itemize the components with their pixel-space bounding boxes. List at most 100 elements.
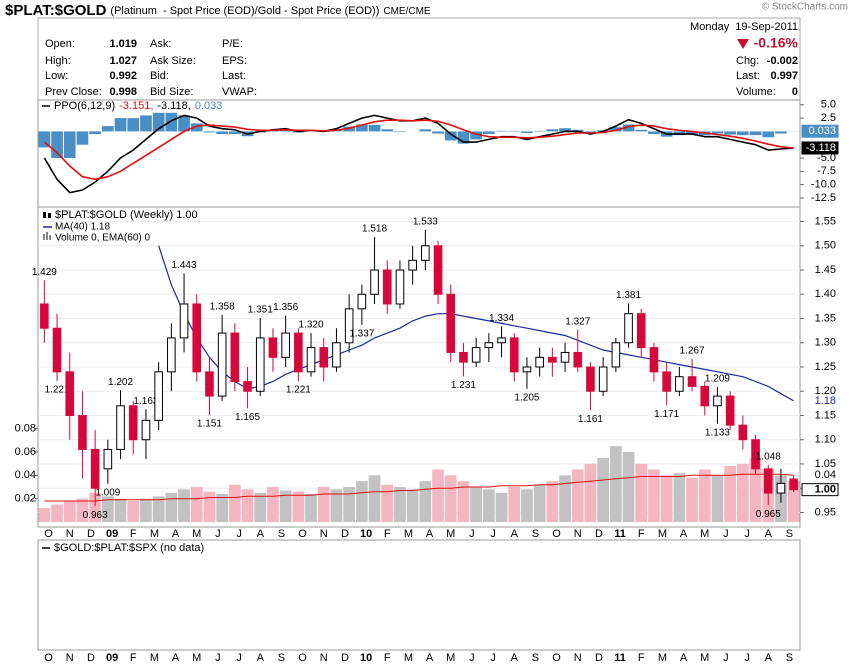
low-label: 1.221 [45, 385, 70, 396]
candle-body [40, 303, 49, 329]
candle-body [497, 337, 506, 344]
volume-bar [114, 498, 127, 522]
candle-body [306, 347, 316, 373]
x-tick-label: F [130, 528, 137, 540]
x-tick-label: F [130, 652, 137, 664]
candle-body [370, 269, 379, 295]
y-tick-label: 1.20 [815, 385, 836, 397]
candle-body [662, 371, 671, 392]
candle-body [294, 332, 303, 373]
y-tick-label: 1.55 [815, 215, 836, 227]
histogram-bar [635, 129, 648, 132]
high-label: 1.209 [705, 374, 730, 385]
histogram-bar [457, 131, 470, 144]
panel-frame [37, 539, 801, 651]
volume-bar [470, 487, 482, 522]
y-tick-label: 0.02 [15, 493, 36, 505]
volume-bar [533, 484, 546, 522]
value-marker-box [801, 141, 839, 155]
field-label: Bid Size: [150, 86, 193, 98]
x-tick-label: A [765, 528, 773, 540]
date-line: Monday 19-Sep-2011 [690, 21, 798, 33]
x-tick-label: M [150, 652, 159, 664]
x-tick-label: 09 [106, 528, 118, 540]
candle-body [459, 351, 468, 363]
legend-value: -3.151, [119, 100, 153, 112]
histogram-bar [737, 131, 749, 136]
histogram-bar [610, 127, 622, 132]
histogram-bar [229, 131, 241, 135]
volume-bar [419, 481, 432, 522]
candle-body [522, 366, 532, 373]
low-label: 1.205 [514, 392, 539, 403]
low-label: 1.221 [286, 385, 311, 396]
field-value: 1.019 [109, 38, 137, 50]
x-tick-label: S [278, 652, 285, 664]
low-label: 0.963 [83, 510, 108, 521]
x-tick-label: D [87, 652, 95, 664]
volume-bar [660, 475, 673, 522]
histogram-bar [165, 112, 178, 132]
high-label: 1.443 [172, 260, 197, 271]
y-tick-label: 2.5 [821, 112, 836, 124]
candle-body [573, 351, 583, 368]
volume-bar [89, 492, 101, 522]
field-label: Ask: [150, 38, 171, 50]
x-tick-label: O [298, 652, 307, 664]
field-label: Last: [222, 70, 246, 82]
candle-body [446, 293, 456, 353]
volume-bar [63, 501, 76, 522]
volume-bar [241, 489, 254, 522]
x-tick-label: N [320, 652, 328, 664]
value-marker: 1.00 [815, 484, 836, 496]
high-label: 1.202 [108, 377, 133, 388]
histogram-bar [51, 131, 63, 159]
y-tick-label: 1.10 [815, 434, 836, 446]
volume-bar [127, 501, 140, 522]
legend: PPO(6,12,9) -3.151, -3.118, 0.033 [54, 100, 222, 112]
field-label: Prev Close: [45, 86, 102, 98]
volume-bar [317, 487, 330, 522]
y-tick-label: 5.0 [821, 99, 836, 111]
volume-bar [432, 469, 444, 522]
x-tick-label: A [172, 652, 180, 664]
candle-body [332, 342, 341, 368]
candle-body [344, 308, 354, 344]
high-label: 1.267 [680, 345, 705, 356]
volume-bar [406, 489, 419, 522]
high-label: 1.356 [273, 302, 298, 313]
histogram-bar [356, 124, 368, 132]
candle-body [192, 303, 202, 373]
field-label: Open: [45, 38, 75, 50]
high-label: 1.163 [133, 396, 158, 407]
field-label: Bid: [150, 70, 169, 82]
volume-bar [571, 469, 584, 522]
value-marker: 1.18 [815, 395, 836, 407]
y-tick-label: 0.95 [815, 506, 836, 518]
y-tick-label: 0.06 [15, 446, 36, 458]
x-tick-label: N [66, 528, 74, 540]
candle-body [205, 371, 214, 397]
x-tick-label: J [236, 652, 242, 664]
x-tick-label: A [511, 652, 519, 664]
x-tick-label: S [532, 652, 539, 664]
high-label: 1.048 [756, 452, 781, 463]
x-tick-label: D [595, 528, 603, 540]
candle-body [763, 468, 773, 494]
x-tick-label: O [44, 528, 53, 540]
histogram-bar [368, 125, 381, 132]
histogram-bar [508, 130, 521, 132]
volume-bar [343, 487, 355, 522]
volume-bar [648, 469, 660, 522]
header-line: $PLAT:$GOLD (Platinum - Spot Price (EOD)/… [5, 2, 431, 19]
y-tick-label: 0.04 [15, 469, 36, 481]
candle-body [471, 347, 481, 363]
field-label: High: [45, 55, 71, 67]
field-value: 1.027 [109, 55, 137, 67]
low-label: 1.171 [654, 409, 679, 420]
volume-bar [444, 475, 457, 522]
low-label: 1.161 [578, 414, 603, 425]
x-tick-label: O [298, 528, 307, 540]
low-label: 1.151 [197, 419, 222, 430]
